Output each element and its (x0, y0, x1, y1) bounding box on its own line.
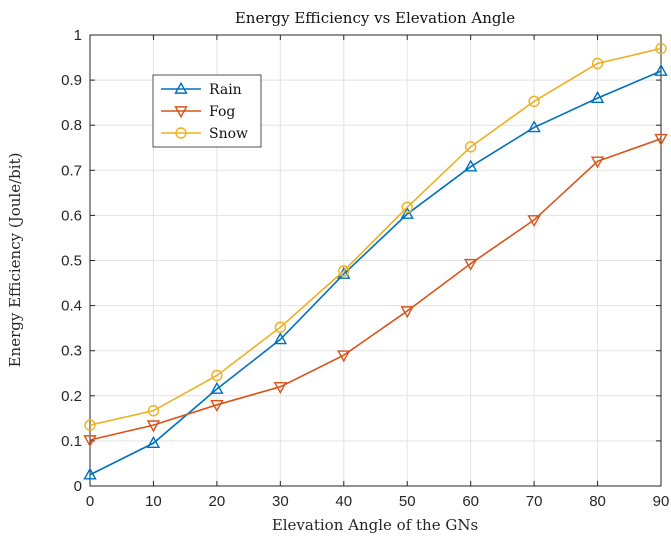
data-point-fog (337, 350, 351, 363)
x-tick-label: 40 (335, 493, 352, 510)
y-tick-label: 0.3 (61, 343, 82, 360)
data-point-snow (528, 95, 540, 107)
x-tick-label: 20 (209, 493, 226, 510)
data-point-snow (655, 42, 667, 55)
data-point-snow (84, 419, 96, 431)
y-tick-label: 0.8 (61, 117, 82, 134)
data-point-snow (274, 321, 287, 333)
x-tick-label: 10 (145, 493, 162, 510)
legend-label-snow: Snow (209, 126, 248, 142)
data-point-fog (527, 215, 541, 228)
x-tick-label: 70 (526, 493, 543, 510)
data-point-snow (401, 201, 413, 213)
y-tick-label: 0.6 (61, 207, 82, 224)
legend-label-rain: Rain (209, 82, 242, 98)
y-tick-label: 0.9 (61, 72, 82, 89)
y-tick-label: 1 (74, 27, 82, 44)
data-point-fog (146, 420, 161, 433)
data-point-snow (211, 369, 223, 382)
legend-item-snow: Snow (161, 126, 248, 142)
data-point-fog (83, 435, 97, 448)
data-point-rain (146, 435, 161, 448)
data-point-fog (210, 399, 224, 413)
y-axis-label: Energy Efficiency (Joule/bit) (6, 153, 24, 368)
series-line-snow (89, 47, 662, 426)
x-tick-label: 80 (589, 493, 606, 510)
data-point-fog (590, 156, 605, 169)
legend-marker-fog (174, 106, 188, 119)
x-tick-label: 90 (653, 493, 670, 510)
y-tick-label: 0.5 (61, 253, 82, 270)
legend-marker-rain (174, 81, 188, 94)
data-point-fog (273, 381, 288, 394)
grid-lines (90, 35, 661, 486)
data-point-rain (527, 120, 541, 133)
y-tick-label: 0.4 (61, 298, 82, 315)
x-tick-label: 0 (86, 493, 94, 510)
axis-ticks: 0 10 20 30 40 50 60 70 80 90 0 0.1 0.2 0.3 0.4 0.5 0.6 0.… (61, 27, 669, 510)
chart-title: Energy Efficiency vs Elevation Angle (235, 9, 515, 27)
data-point-rain (83, 467, 97, 480)
series-fog (83, 133, 668, 448)
x-tick-label: 30 (272, 493, 289, 510)
x-axis-label: Elevation Angle of the GNs (272, 516, 478, 534)
legend: Rain Fog Snow (152, 74, 262, 148)
data-point-fog (463, 258, 478, 271)
data-point-rain (210, 381, 224, 394)
y-tick-label: 0.2 (61, 388, 82, 405)
y-tick-label: 0.7 (61, 162, 82, 179)
legend-marker-snow (175, 127, 187, 139)
series-rain (83, 63, 668, 480)
data-point-rain (463, 159, 478, 172)
series-snow (84, 42, 667, 431)
series-line-rain (89, 70, 662, 476)
data-point-fog (654, 133, 668, 146)
x-tick-label: 50 (399, 493, 416, 510)
x-tick-label: 60 (462, 493, 479, 510)
data-point-rain (590, 90, 605, 103)
data-point-snow (338, 265, 350, 277)
data-point-fog (400, 306, 414, 319)
legend-item-fog: Fog (161, 104, 235, 120)
data-point-rain (400, 206, 414, 219)
data-point-snow (591, 57, 604, 70)
series-lines (83, 42, 668, 480)
y-tick-label: 0.1 (61, 433, 82, 450)
legend-label-fog: Fog (209, 104, 235, 120)
legend-item-rain: Rain (161, 81, 242, 98)
y-tick-label: 0 (74, 478, 82, 495)
data-point-rain (654, 63, 668, 76)
data-point-snow (147, 404, 160, 417)
data-point-rain (273, 332, 288, 345)
data-point-snow (464, 141, 477, 153)
series-line-fog (89, 137, 662, 441)
